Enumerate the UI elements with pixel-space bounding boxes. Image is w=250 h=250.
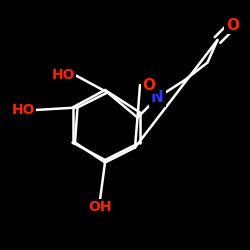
Text: O: O	[142, 78, 156, 92]
Text: HO: HO	[12, 103, 35, 117]
Text: N: N	[151, 90, 164, 105]
Text: OH: OH	[88, 200, 112, 214]
Text: O: O	[226, 18, 239, 32]
Text: HO: HO	[52, 68, 75, 82]
